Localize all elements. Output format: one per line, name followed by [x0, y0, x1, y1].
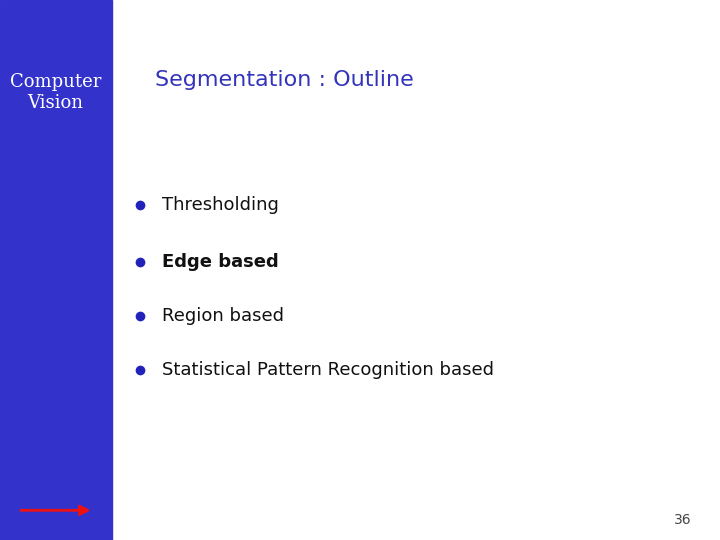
Text: Segmentation : Outline: Segmentation : Outline [155, 70, 413, 90]
Text: Edge based: Edge based [162, 253, 279, 271]
Text: Thresholding: Thresholding [162, 196, 279, 214]
Text: Computer
Vision: Computer Vision [10, 73, 101, 112]
Text: Region based: Region based [162, 307, 284, 325]
FancyBboxPatch shape [0, 0, 112, 540]
Text: 36: 36 [674, 512, 691, 526]
Text: Statistical Pattern Recognition based: Statistical Pattern Recognition based [162, 361, 494, 379]
